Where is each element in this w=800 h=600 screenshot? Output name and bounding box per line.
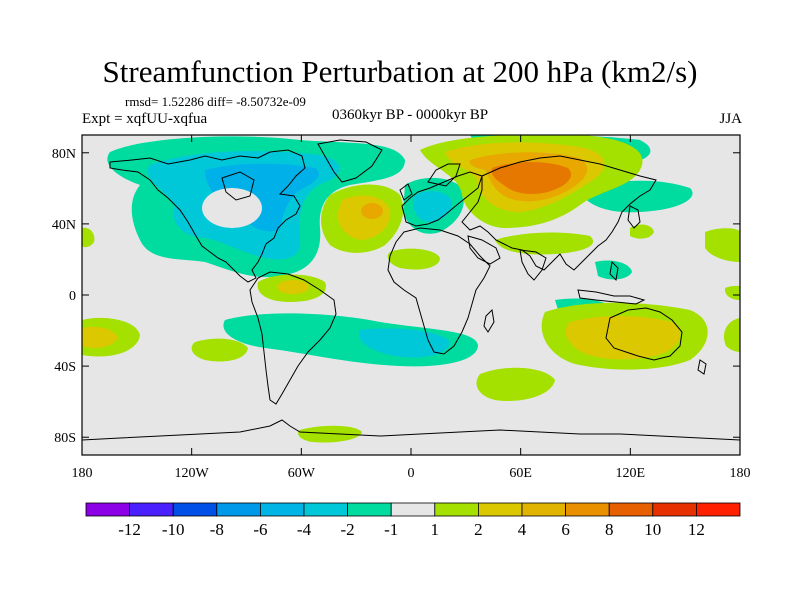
contour-fills bbox=[82, 135, 740, 443]
coast-antarctica bbox=[82, 419, 740, 441]
colorbar-label: 4 bbox=[518, 520, 527, 539]
colorbar-label: -10 bbox=[162, 520, 185, 539]
positive-anomaly-central-atlantic-peak bbox=[361, 203, 383, 219]
y-tick-label: 80N bbox=[52, 147, 76, 162]
x-tick-label: 0 bbox=[408, 466, 415, 481]
positive-anomaly-eurasia-peak bbox=[491, 162, 572, 194]
colorbar-label: 6 bbox=[561, 520, 570, 539]
period-label: 0360kyr BP - 0000kyr BP bbox=[331, 107, 489, 123]
map-area bbox=[82, 135, 740, 455]
colorbar-swatch bbox=[347, 502, 392, 517]
coast-japan bbox=[627, 205, 641, 229]
season-label: JJA bbox=[719, 111, 742, 127]
positive-anomaly-northwest-pacific bbox=[82, 227, 95, 248]
experiment-label: Expt = xqfUU-xqfua bbox=[82, 111, 208, 127]
coast-new-zealand bbox=[697, 359, 707, 375]
x-tick-label: 60E bbox=[509, 466, 532, 481]
colorbar-label: 2 bbox=[474, 520, 483, 539]
coast-scandinavia bbox=[427, 163, 461, 187]
positive-anomaly-south-pacific-west bbox=[191, 338, 248, 362]
colorbar-label: 10 bbox=[644, 520, 661, 539]
x-tick-label: 180 bbox=[72, 466, 93, 481]
colorbar-swatch bbox=[129, 502, 174, 517]
negative-anomaly-north-america-peak bbox=[205, 163, 320, 232]
coastlines bbox=[82, 139, 740, 441]
positive-anomaly-southern-indian bbox=[476, 367, 555, 402]
positive-anomaly-west-pacific-small bbox=[630, 224, 654, 239]
colorbar-label: -4 bbox=[297, 520, 312, 539]
positive-anomaly-indian-ocean-core bbox=[565, 316, 681, 360]
colorbar-label: -2 bbox=[341, 520, 355, 539]
colorbar-swatch bbox=[390, 502, 436, 517]
colorbar-label: -8 bbox=[210, 520, 224, 539]
coast-philippines bbox=[609, 260, 619, 282]
colorbar-swatch bbox=[652, 502, 697, 517]
x-tick-label: 60W bbox=[288, 466, 316, 481]
colorbar-swatch bbox=[521, 502, 566, 517]
coast-indonesia bbox=[577, 289, 646, 305]
coast-uk bbox=[399, 183, 413, 201]
coast-arabia bbox=[467, 235, 501, 265]
map-title: Streamfunction Perturbation at 200 hPa (… bbox=[102, 54, 698, 89]
colorbar-swatch bbox=[303, 502, 348, 517]
coast-europe bbox=[401, 171, 483, 227]
positive-anomaly-antarctic bbox=[298, 425, 362, 443]
colorbar-label: -1 bbox=[384, 520, 398, 539]
negative-anomaly-europe-core bbox=[413, 190, 452, 222]
coast-madagascar bbox=[483, 308, 495, 333]
stats-label: rmsd= 1.52286 diff= -8.50732e-09 bbox=[125, 94, 306, 109]
positive-anomaly-east-pacific-small bbox=[724, 285, 740, 300]
negative-anomaly-west-pacific bbox=[595, 260, 632, 280]
x-axis: 180 120W 60W 0 60E 120E 180 bbox=[72, 135, 751, 481]
colorbar-swatch bbox=[172, 502, 218, 517]
positive-anomaly-tropical-america-core bbox=[277, 280, 309, 294]
x-tick-label: 120E bbox=[616, 466, 646, 481]
colorbar-swatch bbox=[477, 502, 523, 517]
colorbar: -12 -10 -8 -6 -4 -2 -1 1 2 4 6 8 10 12 bbox=[85, 502, 741, 539]
coast-hudson-bay bbox=[221, 171, 255, 201]
positive-anomaly-africa bbox=[387, 248, 440, 270]
coast-asia bbox=[461, 155, 657, 271]
coast-africa bbox=[387, 227, 491, 355]
coast-south-america bbox=[249, 271, 337, 405]
y-tick-label: 0 bbox=[69, 289, 76, 304]
y-axis: 80N 40N 0 40S 80S bbox=[52, 147, 740, 446]
positive-anomaly-east-edge bbox=[723, 318, 740, 352]
colorbar-swatch bbox=[434, 502, 479, 517]
y-tick-label: 40S bbox=[54, 360, 76, 375]
colorbar-swatch bbox=[565, 502, 610, 517]
coast-greenland bbox=[317, 139, 383, 183]
colorbar-label: -6 bbox=[253, 520, 267, 539]
coast-north-america bbox=[109, 149, 306, 283]
y-tick-label: 80S bbox=[54, 431, 76, 446]
x-tick-label: 180 bbox=[730, 466, 751, 481]
neutral-pocket-north-america bbox=[202, 188, 262, 228]
colorbar-label: -12 bbox=[118, 520, 141, 539]
colorbar-swatch bbox=[696, 502, 741, 517]
colorbar-swatch bbox=[216, 502, 261, 517]
positive-anomaly-east-pacific bbox=[705, 228, 740, 262]
colorbar-swatch bbox=[259, 502, 305, 517]
coast-india bbox=[519, 249, 547, 281]
colorbar-label: 1 bbox=[431, 520, 440, 539]
x-tick-label: 120W bbox=[175, 466, 210, 481]
colorbar-swatch bbox=[608, 502, 654, 517]
colorbar-swatch bbox=[85, 502, 130, 517]
y-tick-label: 40N bbox=[52, 218, 76, 233]
colorbar-label: 8 bbox=[605, 520, 614, 539]
coast-australia bbox=[605, 307, 683, 361]
colorbar-label: 12 bbox=[688, 520, 705, 539]
positive-anomaly-west-edge-core bbox=[82, 326, 118, 348]
